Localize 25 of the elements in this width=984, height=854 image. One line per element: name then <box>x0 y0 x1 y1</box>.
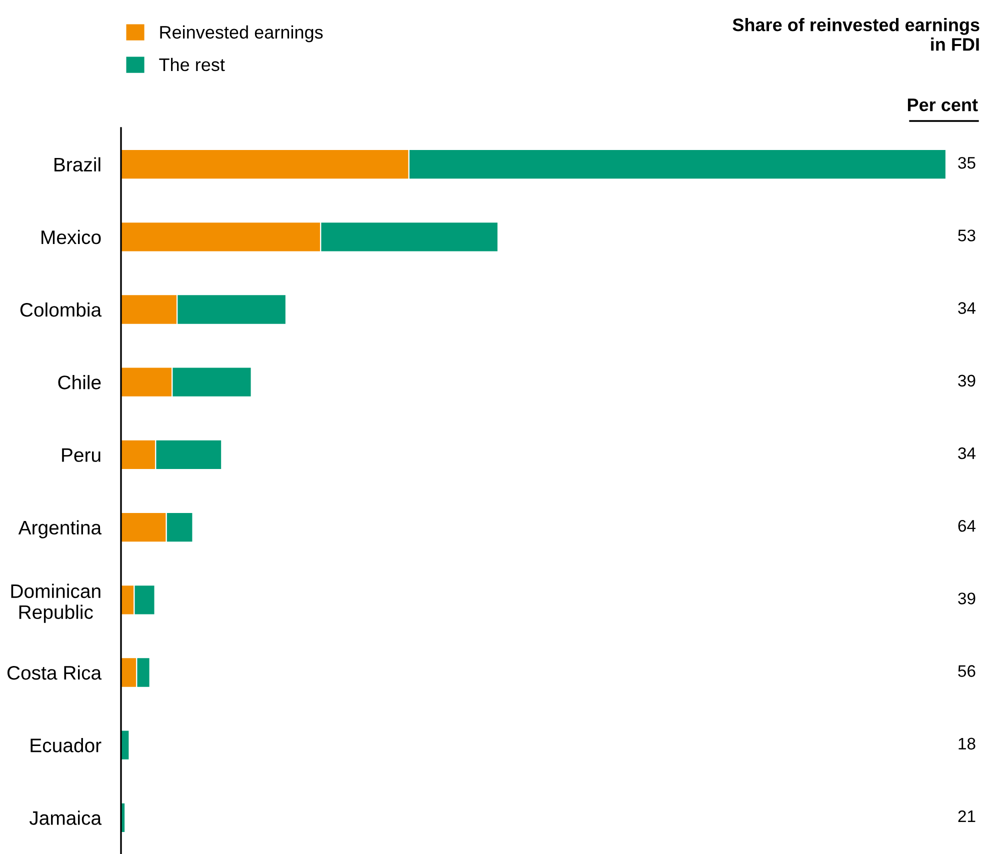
text: 35 <box>958 156 976 169</box>
y-tick-label: Mexico <box>42 230 101 244</box>
legend-label: Reinvested earnings <box>160 25 323 42</box>
y-tick-label: Costa Rica <box>7 665 102 680</box>
bar <box>121 730 130 761</box>
y-tick-label: Dominican Republic <box>11 584 100 623</box>
text: 56 <box>958 665 976 677</box>
text: 64 <box>958 520 976 532</box>
text: 39 <box>958 374 976 387</box>
legend-label: The rest <box>159 58 225 72</box>
text: Per cent <box>908 98 978 112</box>
y-tick-label: Argentina <box>18 520 102 538</box>
y-tick-label: Colombia <box>20 302 102 317</box>
y-tick-label: Brazil <box>54 157 100 172</box>
text: 39 <box>958 592 976 604</box>
text: 34 <box>958 302 976 314</box>
y-tick-label: Peru <box>62 448 100 462</box>
y-tick-label: Jamaica <box>29 810 102 825</box>
text: 34 <box>958 447 976 460</box>
text: 18 <box>958 738 976 750</box>
y-tick-label: Ecuador <box>30 738 102 752</box>
chart-title: Share of reinvested earnings in FDI <box>732 18 980 51</box>
text: 21 <box>958 810 976 822</box>
text: 53 <box>958 230 976 242</box>
y-tick-label: Chile <box>58 375 101 390</box>
